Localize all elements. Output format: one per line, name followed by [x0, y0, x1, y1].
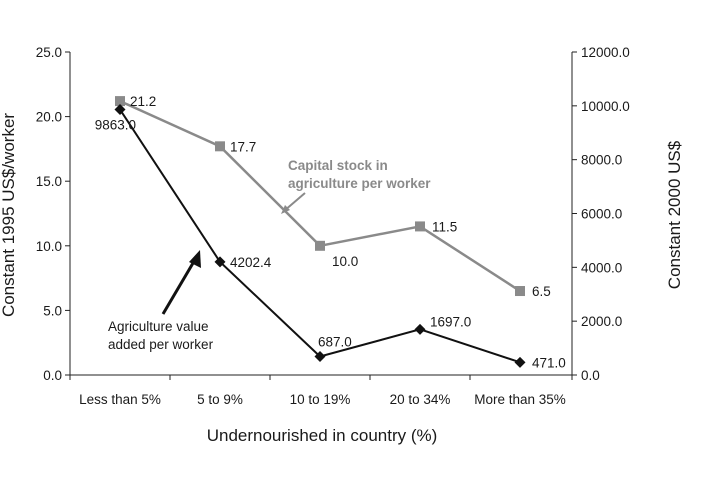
value-added-annotation-arrow [161, 257, 198, 315]
y-left-tick-label: 20.0 [36, 110, 62, 125]
y-left-tick-label: 5.0 [43, 303, 62, 318]
series-line-capital-stock [119, 99, 521, 293]
y-left-tick-label: 0.0 [43, 368, 62, 383]
capital-stock-data-label: 6.5 [532, 284, 551, 299]
capital-stock-marker [515, 286, 525, 297]
capital-stock-data-label: 21.2 [130, 94, 156, 109]
y-left-tick-label: 15.0 [36, 174, 62, 189]
y-left-axis-title: Constant 1995 US$/worker [0, 113, 18, 317]
y-right-tick-label: 2000.0 [581, 314, 622, 329]
capital-annotation-line-1: Capital stock in [288, 158, 388, 173]
value-added-data-label: 1697.0 [430, 314, 471, 329]
y-right-tick-label: 8000.0 [581, 153, 622, 168]
x-tick-label: Less than 5% [79, 392, 161, 407]
value-added-marker [314, 351, 326, 363]
capital-series-annotation: Capital stock in agriculture per worker [281, 158, 431, 214]
axes-group: 0.0 5.0 10.0 15.0 20.0 25.0 0.0 2000.0 4000.0 600… [36, 45, 630, 407]
value-added-marker [414, 323, 426, 335]
y-right-tick-label: 4000.0 [581, 260, 622, 275]
value-added-marker [214, 256, 226, 268]
x-tick-label: More than 35% [474, 392, 566, 407]
capital-stock-data-label: 17.7 [230, 139, 256, 154]
capital-annotation-line-2: agriculture per worker [288, 176, 431, 191]
capital-stock-marker [215, 141, 225, 152]
value-added-data-label: 471.0 [532, 355, 566, 370]
capital-stock-data-label: 11.5 [432, 219, 457, 234]
y-right-axis-title: Constant 2000 US$ [665, 140, 684, 289]
value-added-marker [114, 104, 126, 116]
value-added-marker [514, 356, 526, 368]
value-added-annotation-arrowhead [189, 250, 201, 268]
capital-annotation-arrowhead [281, 205, 290, 214]
labels-group: 21.2 17.7 10.0 11.5 6.5 9863.0 4202.4 687.0 1697… [95, 94, 566, 370]
capital-stock-marker [415, 221, 425, 232]
series-group [114, 96, 526, 368]
x-tick-label: 20 to 34% [390, 392, 451, 407]
value-added-data-label: 4202.4 [230, 255, 272, 270]
x-tick-label: 5 to 9% [197, 392, 243, 407]
value-added-annotation-line-1: Agriculture value [108, 319, 209, 334]
y-left-tick-label: 10.0 [36, 239, 62, 254]
capital-stock-marker [115, 96, 125, 107]
x-tick-label: 10 to 19% [290, 392, 351, 407]
value-added-data-label: 9863.0 [95, 118, 136, 133]
y-left-tick-label: 25.0 [36, 45, 62, 60]
y-right-tick-label: 10000.0 [581, 99, 630, 114]
value-added-annotation-line-2: added per worker [108, 337, 214, 352]
value-added-series-annotation: Agriculture value added per worker [108, 250, 214, 352]
x-axis-title: Undernourished in country (%) [207, 426, 438, 445]
capital-stock-data-label: 10.0 [332, 254, 358, 269]
value-added-data-label: 687.0 [318, 335, 352, 350]
y-right-tick-label: 6000.0 [581, 207, 622, 222]
y-right-tick-label: 0.0 [581, 368, 600, 383]
y-right-tick-label: 12000.0 [581, 45, 630, 60]
capital-stock-marker [315, 240, 325, 251]
